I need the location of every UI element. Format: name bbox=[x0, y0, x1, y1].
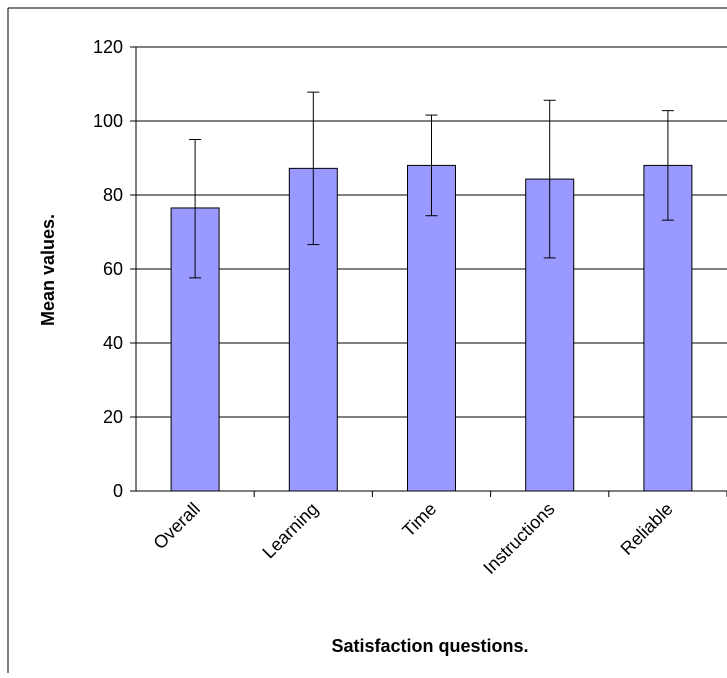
y-tick-label: 60 bbox=[103, 259, 123, 279]
category-label: Reliable bbox=[617, 499, 677, 559]
y-tick-label: 120 bbox=[93, 37, 123, 57]
axes bbox=[130, 46, 727, 497]
error-bars bbox=[189, 91, 674, 279]
y-axis-title: Mean values. bbox=[38, 214, 58, 326]
y-tick-label: 20 bbox=[103, 407, 123, 427]
y-tick-label: 100 bbox=[93, 111, 123, 131]
y-tick-labels: 0 20 40 60 80 100 120 bbox=[93, 37, 123, 501]
bar-instructions bbox=[525, 178, 575, 492]
category-labels: Overall Learning Time Instructions Reliable bbox=[149, 499, 676, 578]
category-label: Overall bbox=[149, 499, 203, 553]
x-axis-title: Satisfaction questions. bbox=[331, 636, 528, 656]
y-tick-label: 0 bbox=[113, 481, 123, 501]
y-tick-label: 80 bbox=[103, 185, 123, 205]
bar-time bbox=[407, 164, 456, 492]
category-label: Time bbox=[398, 499, 440, 541]
category-label: Learning bbox=[258, 499, 322, 563]
category-label: Instructions bbox=[479, 499, 558, 578]
y-tick-label: 40 bbox=[103, 333, 123, 353]
